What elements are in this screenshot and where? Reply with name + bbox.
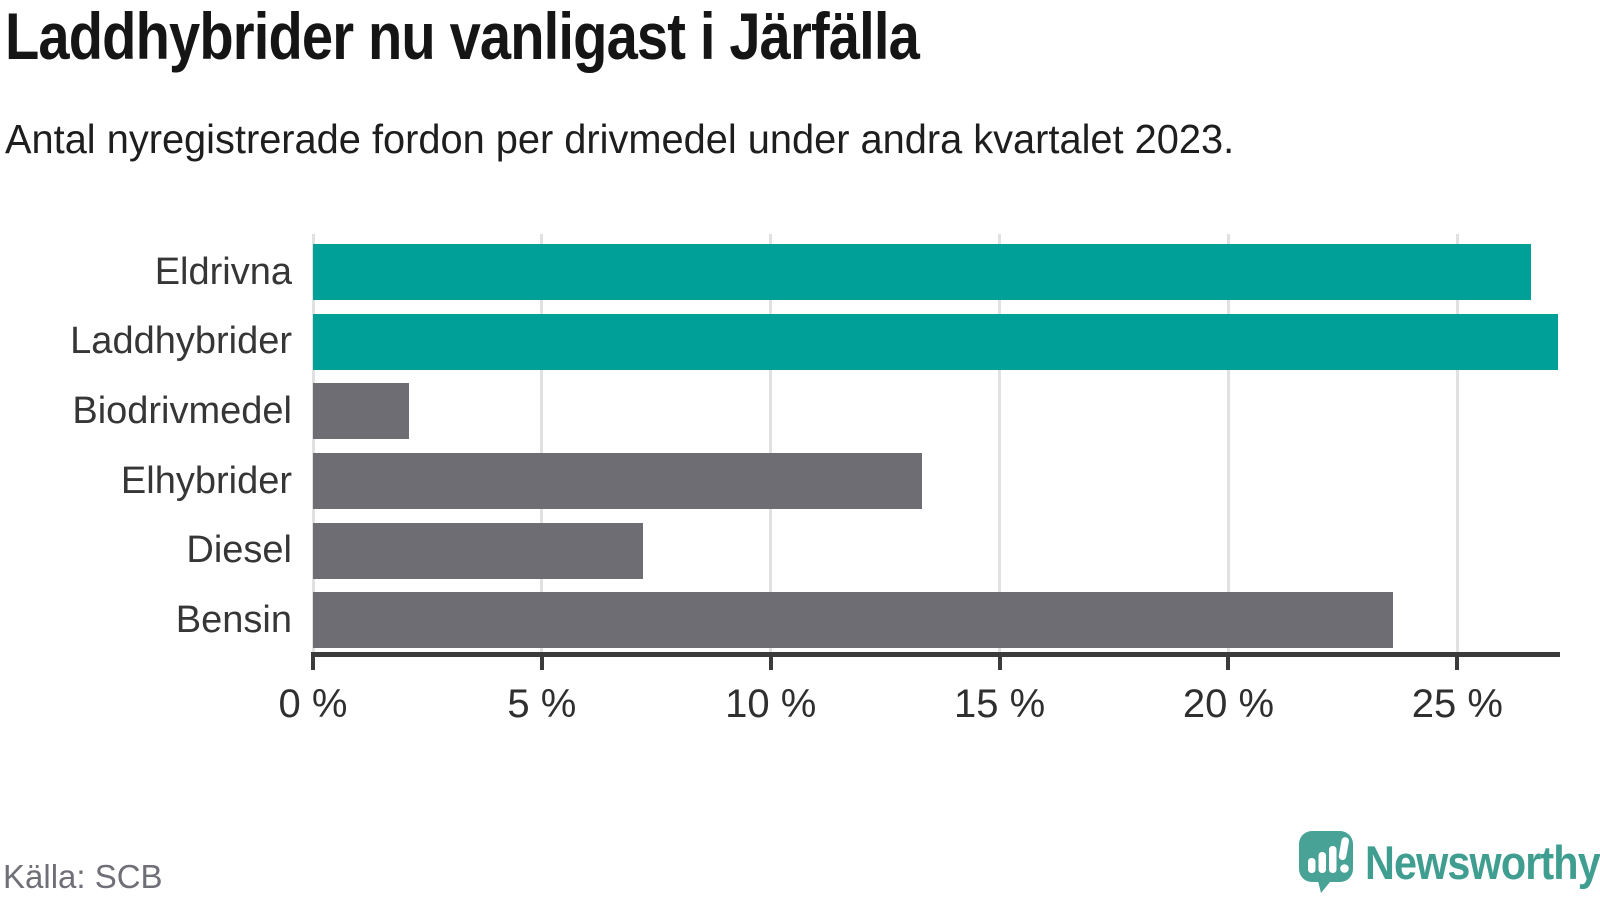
bar-bensin — [313, 592, 1394, 649]
x-axis-tick — [311, 657, 315, 670]
plot-area — [311, 234, 1558, 652]
category-label: Diesel — [186, 529, 292, 572]
x-axis-tick-label: 5 % — [507, 682, 577, 726]
gridline — [998, 234, 1002, 652]
category-label: Eldrivna — [154, 250, 292, 293]
chart-title: Laddhybrider nu vanligast i Järfälla — [5, 0, 920, 73]
x-axis-tick — [1455, 657, 1460, 670]
newsworthy-logo: Newsworthy — [1298, 830, 1600, 894]
x-axis-tick — [539, 657, 544, 670]
bar-eldrivna — [313, 244, 1531, 300]
category-label: Laddhybrider — [70, 320, 292, 363]
bar-row — [313, 373, 1558, 443]
x-axis-line — [311, 652, 1560, 657]
gridline — [311, 234, 315, 652]
bar-laddhybrider — [313, 313, 1558, 370]
chart-subtitle: Antal nyregistrerade fordon per drivmede… — [5, 116, 1235, 162]
x-axis-tick — [768, 657, 773, 670]
bar-row — [313, 513, 1558, 583]
x-axis-tick-label: 20 % — [1182, 682, 1275, 726]
bar-biodrivmedel — [313, 383, 410, 440]
newsworthy-wordmark: Newsworthy — [1365, 835, 1600, 889]
bar-diesel — [313, 522, 643, 579]
category-label: Elhybrider — [120, 459, 292, 502]
x-axis-tick — [1226, 657, 1231, 670]
bar-rows — [313, 234, 1558, 652]
x-axis-tick-label: 10 % — [725, 682, 817, 726]
bar-row — [313, 234, 1558, 304]
bar-row — [313, 304, 1558, 374]
gridline — [769, 234, 773, 652]
gridline — [540, 234, 544, 652]
x-axis-tick — [997, 657, 1002, 670]
source-note: Källa: SCB — [3, 858, 163, 895]
category-label: Bensin — [175, 599, 292, 642]
bar-elhybrider — [313, 452, 922, 509]
bar-row — [313, 582, 1558, 652]
bar-row — [313, 443, 1558, 513]
x-axis-tick-label: 0 % — [278, 682, 348, 726]
category-label: Biodrivmedel — [72, 390, 292, 433]
gridline — [1226, 234, 1230, 652]
gridline — [1455, 234, 1459, 652]
x-axis: 0 % 5 % 10 % 15 % 20 % 25 % — [279, 652, 1560, 726]
x-axis-tick-label: 25 % — [1411, 682, 1503, 726]
newsworthy-icon — [1299, 831, 1353, 893]
category-label-column: Eldrivna Laddhybrider Biodrivmedel Elhybrid… — [0, 234, 292, 652]
x-axis-tick-label: 15 % — [953, 682, 1046, 726]
